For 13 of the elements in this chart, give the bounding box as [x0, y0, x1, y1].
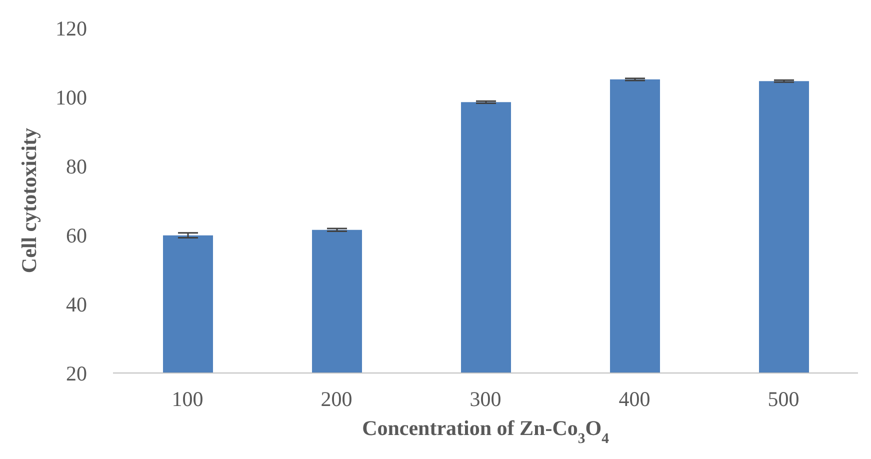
x-tick-label: 200 [320, 386, 352, 411]
y-axis-title: Cell cytotoxicity [17, 127, 41, 274]
y-tick-label: 40 [66, 292, 87, 316]
x-tick-label: 500 [768, 386, 800, 411]
y-tick-label: 20 [66, 361, 87, 386]
x-tick-label: 300 [470, 386, 502, 411]
x-tick-label: 100 [172, 386, 204, 411]
y-tick-label: 100 [56, 85, 87, 110]
y-tick-label: 120 [56, 16, 87, 40]
x-axis-title: Concentration of Zn-Co$_{3}$O$_{4}$ [362, 416, 610, 447]
x-tick-label: 400 [618, 386, 650, 411]
y-tick-label: 80 [66, 154, 87, 178]
y-tick-label: 60 [66, 223, 87, 248]
